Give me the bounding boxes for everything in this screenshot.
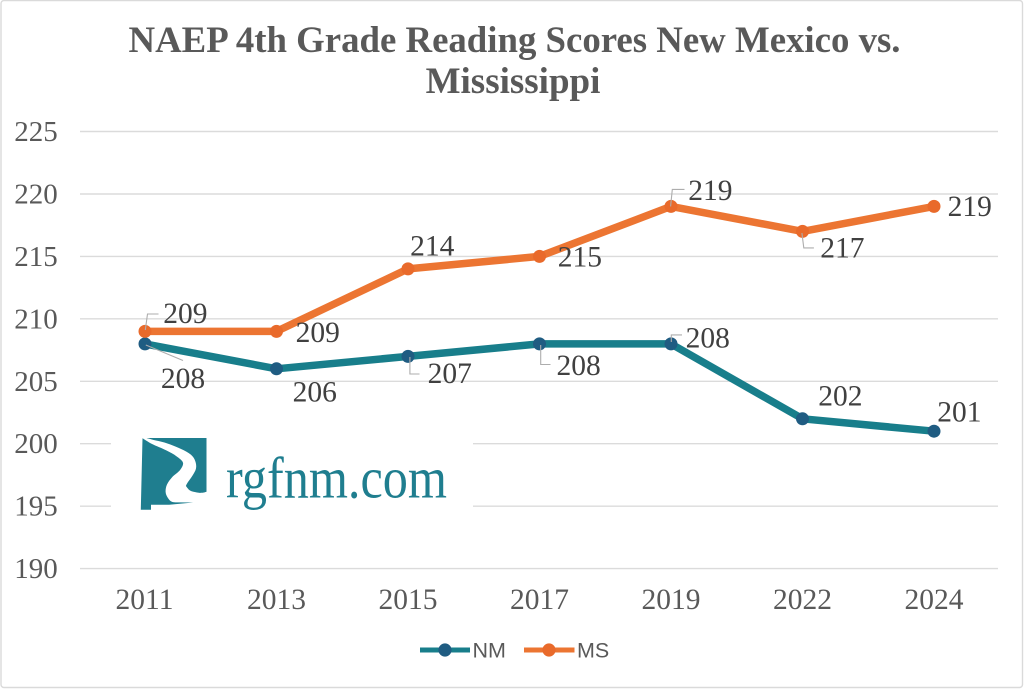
svg-text:2019: 2019: [642, 584, 701, 616]
svg-text:219: 219: [688, 175, 732, 207]
svg-text:209: 209: [296, 317, 340, 349]
svg-text:208: 208: [686, 323, 730, 355]
svg-text:MS: MS: [577, 639, 609, 663]
svg-text:NAEP 4th Grade Reading Scores: NAEP 4th Grade Reading Scores New Mexico…: [129, 20, 901, 61]
svg-text:2015: 2015: [379, 584, 438, 616]
svg-text:214: 214: [410, 231, 455, 263]
svg-text:217: 217: [820, 233, 864, 265]
svg-text:200: 200: [14, 428, 58, 460]
svg-text:205: 205: [14, 366, 58, 398]
svg-text:2017: 2017: [510, 584, 569, 616]
svg-text:209: 209: [163, 298, 207, 330]
svg-text:210: 210: [14, 303, 58, 335]
svg-text:220: 220: [14, 179, 58, 211]
svg-text:2024: 2024: [905, 584, 964, 616]
svg-text:2022: 2022: [773, 584, 832, 616]
svg-text:215: 215: [14, 241, 58, 273]
svg-text:NM: NM: [473, 639, 506, 663]
svg-text:2013: 2013: [247, 584, 306, 616]
svg-text:rgfnm.com: rgfnm.com: [226, 446, 447, 511]
svg-text:225: 225: [14, 116, 58, 148]
svg-text:206: 206: [293, 377, 337, 409]
svg-text:208: 208: [161, 363, 205, 395]
svg-text:195: 195: [14, 491, 58, 523]
svg-text:215: 215: [558, 242, 602, 274]
svg-text:Mississippi: Mississippi: [426, 61, 601, 102]
svg-text:2011: 2011: [116, 584, 174, 616]
svg-text:207: 207: [428, 358, 472, 390]
svg-text:202: 202: [818, 380, 862, 412]
svg-text:208: 208: [557, 350, 601, 382]
svg-text:190: 190: [14, 553, 58, 585]
svg-text:219: 219: [948, 191, 992, 223]
svg-text:201: 201: [937, 396, 981, 428]
